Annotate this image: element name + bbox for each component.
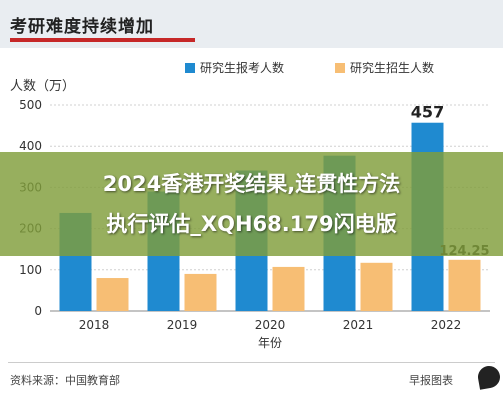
x-tick-label: 2020 — [255, 318, 286, 332]
legend-label: 研究生报考人数 — [200, 60, 284, 75]
x-axis-label: 年份 — [258, 336, 282, 350]
publisher-label: 早报图表 — [409, 374, 453, 387]
y-tick-label: 500 — [19, 98, 42, 112]
x-tick-label: 2021 — [343, 318, 374, 332]
banner-line-2: 执行评估_XQH68.179闪电版 — [106, 212, 397, 236]
data-source: 资料来源：中国教育部 — [10, 374, 120, 387]
legend-label: 研究生招生人数 — [350, 60, 434, 75]
y-tick-label: 0 — [34, 304, 42, 318]
x-tick-label: 2018 — [79, 318, 110, 332]
chart-title: 考研难度持续增加 — [10, 17, 154, 37]
data-label: 457 — [411, 103, 444, 122]
bar-admissions-2019 — [184, 273, 217, 311]
bar-admissions-2020 — [272, 266, 305, 311]
bar-admissions-2018 — [96, 278, 129, 311]
footer-divider — [8, 362, 495, 363]
y-tick-label: 100 — [19, 263, 42, 277]
banner-line-1: 2024香港开奖结果,连贯性方法 — [102, 172, 401, 196]
watermark-banner: 2024香港开奖结果,连贯性方法 执行评估_XQH68.179闪电版 — [0, 152, 503, 256]
legend-swatch — [185, 63, 195, 73]
y-tick-label: 400 — [19, 139, 42, 153]
title-underline — [10, 38, 195, 42]
y-axis-label: 人数（万） — [10, 79, 75, 94]
chart-header: 考研难度持续增加 — [0, 0, 503, 48]
x-tick-label: 2019 — [167, 318, 198, 332]
bar-admissions-2022 — [448, 259, 481, 311]
x-tick-label: 2022 — [431, 318, 462, 332]
publisher-logo-icon — [476, 364, 502, 390]
legend-swatch — [335, 63, 345, 73]
bar-admissions-2021 — [360, 262, 393, 311]
